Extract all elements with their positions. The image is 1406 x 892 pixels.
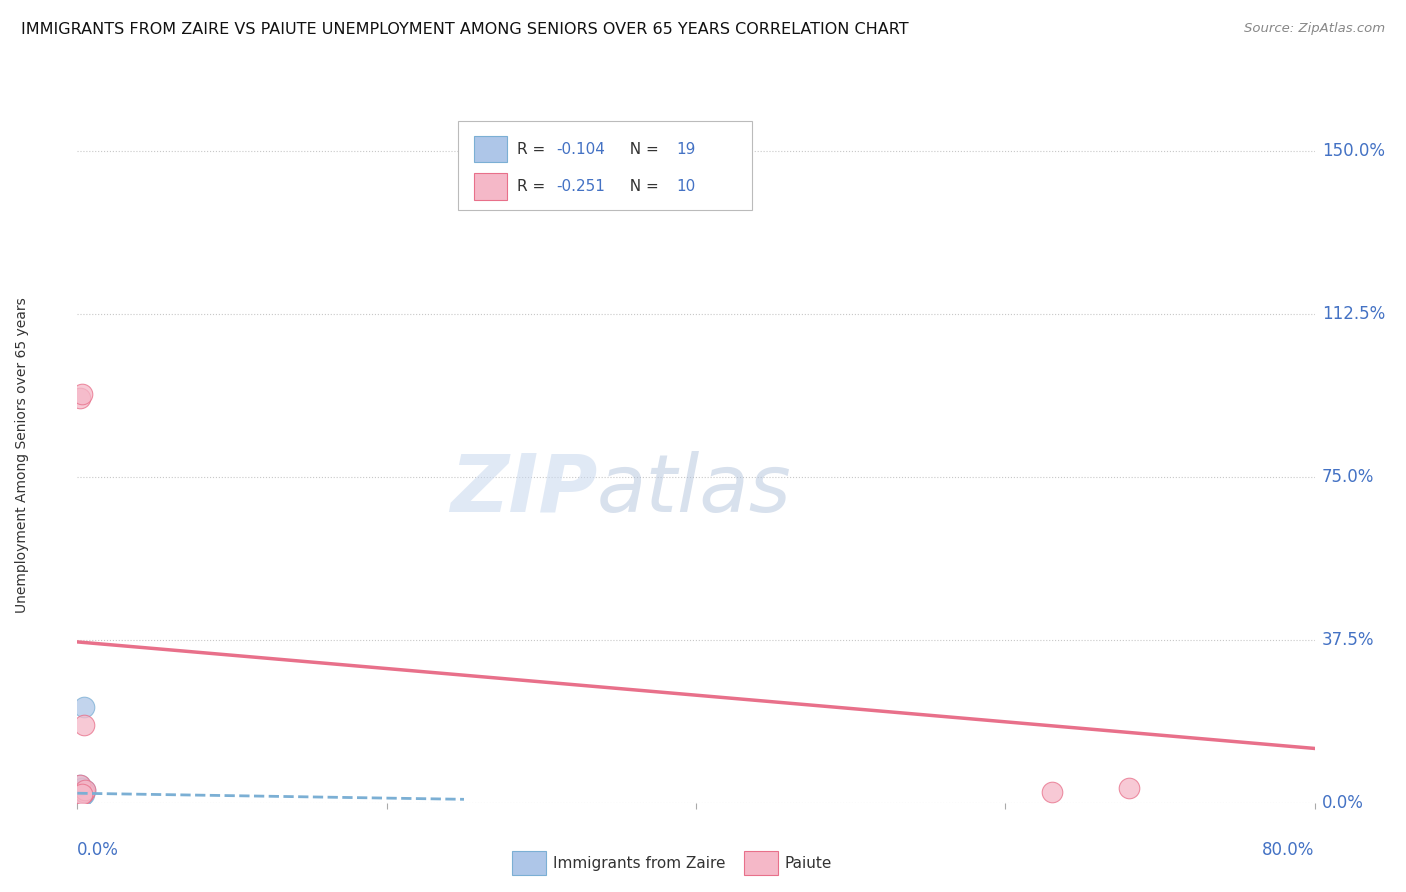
Text: N =: N = [620, 179, 664, 194]
Text: 0.0%: 0.0% [77, 841, 120, 859]
Point [70, 785, 93, 799]
Point [70, 387, 93, 401]
Point [69, 785, 91, 799]
Point [70, 789, 93, 804]
Point [72, 717, 94, 731]
Text: N =: N = [620, 142, 664, 157]
Text: 10: 10 [676, 179, 695, 194]
Point [72, 787, 94, 801]
Text: 112.5%: 112.5% [1322, 304, 1385, 323]
Point [67, 791, 90, 805]
Point [67, 785, 90, 799]
Point [69, 791, 91, 805]
Point [67, 789, 90, 804]
Text: 80.0%: 80.0% [1263, 841, 1315, 859]
Point [1040, 785, 1063, 799]
Text: Paiute: Paiute [785, 855, 832, 871]
Point [75, 782, 96, 797]
Text: -0.104: -0.104 [557, 142, 606, 157]
Point [75, 782, 96, 797]
Text: 19: 19 [676, 142, 696, 157]
Text: R =: R = [517, 179, 550, 194]
Text: Source: ZipAtlas.com: Source: ZipAtlas.com [1244, 22, 1385, 36]
Point [70, 787, 93, 801]
Text: ZIP: ZIP [450, 450, 598, 529]
Text: IMMIGRANTS FROM ZAIRE VS PAIUTE UNEMPLOYMENT AMONG SENIORS OVER 65 YEARS CORRELA: IMMIGRANTS FROM ZAIRE VS PAIUTE UNEMPLOY… [21, 22, 908, 37]
Point [69, 778, 91, 792]
Point [72, 700, 94, 714]
Point [67, 791, 90, 805]
Text: Immigrants from Zaire: Immigrants from Zaire [553, 855, 725, 871]
Point [69, 392, 91, 406]
Text: 75.0%: 75.0% [1322, 467, 1374, 485]
Text: 150.0%: 150.0% [1322, 142, 1385, 160]
Point [69, 778, 91, 792]
Text: R =: R = [517, 142, 550, 157]
Text: -0.251: -0.251 [557, 179, 606, 194]
Text: atlas: atlas [598, 450, 792, 529]
Point [1118, 780, 1140, 795]
Point [70, 787, 93, 801]
Text: Unemployment Among Seniors over 65 years: Unemployment Among Seniors over 65 years [14, 297, 28, 613]
Text: 0.0%: 0.0% [1322, 794, 1364, 812]
Point [69, 782, 91, 797]
Point [69, 789, 91, 804]
Point [67, 787, 90, 801]
Point [69, 787, 91, 801]
Point [72, 785, 94, 799]
Point [70, 787, 93, 801]
Point [70, 787, 93, 801]
Text: 37.5%: 37.5% [1322, 631, 1374, 648]
Point [70, 780, 93, 795]
